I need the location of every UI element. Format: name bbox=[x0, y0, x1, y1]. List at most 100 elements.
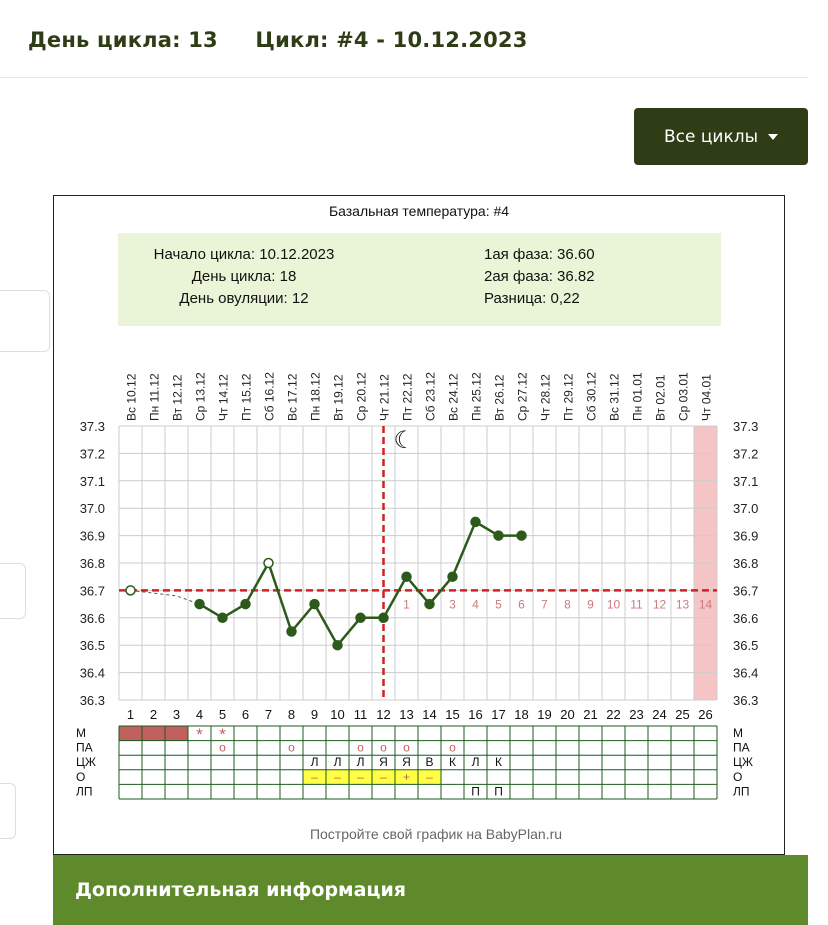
ytick-right: 36.6 bbox=[733, 611, 758, 626]
o-cell-highlight bbox=[372, 769, 395, 785]
symbol-cell: о bbox=[449, 741, 456, 755]
symbol-cell: * bbox=[219, 725, 226, 744]
symbol-cell: Л bbox=[334, 755, 342, 769]
ytick-left: 36.5 bbox=[80, 638, 105, 653]
chart-footer: Постройте свой график на BabyPlan.ru bbox=[310, 826, 562, 842]
symbol-cell: К bbox=[449, 755, 456, 769]
day-number: 9 bbox=[311, 707, 318, 722]
date-label: Сб 30.12 bbox=[585, 372, 599, 421]
day-number: 14 bbox=[422, 707, 436, 722]
date-label: Ср 03.01 bbox=[677, 372, 691, 421]
symbol-cell: о bbox=[380, 741, 387, 755]
luteal-day-label: 10 bbox=[607, 597, 621, 611]
summary-right-0: 1ая фаза: 36.60 bbox=[484, 246, 595, 263]
date-label: Пн 18.12 bbox=[309, 372, 323, 421]
symbol-cell: Л bbox=[311, 755, 319, 769]
temperature-point bbox=[309, 598, 320, 610]
date-label: Вс 10.12 bbox=[125, 373, 139, 421]
o-cell-highlight bbox=[326, 769, 349, 785]
ytick-left: 36.6 bbox=[80, 611, 105, 626]
day-number: 7 bbox=[265, 707, 272, 722]
luteal-day-label: 11 bbox=[630, 597, 643, 611]
date-label: Чт 28.12 bbox=[539, 374, 553, 421]
row-label-right: О bbox=[733, 770, 742, 784]
luteal-day-label: 3 bbox=[449, 597, 456, 611]
date-label: Вт 26.12 bbox=[493, 374, 507, 421]
symbol-cell: – bbox=[426, 770, 433, 784]
day-number: 8 bbox=[288, 707, 295, 722]
row-label-left: М bbox=[76, 726, 86, 740]
symbol-cell: – bbox=[357, 770, 364, 784]
date-label: Вт 02.01 bbox=[654, 374, 668, 421]
date-label: Ср 13.12 bbox=[194, 372, 208, 421]
ytick-right: 37.0 bbox=[733, 501, 758, 516]
luteal-day-label: 12 bbox=[653, 597, 667, 611]
day-number: 22 bbox=[606, 707, 620, 722]
luteal-day-label: 8 bbox=[564, 597, 571, 611]
date-label: Чт 14.12 bbox=[217, 374, 231, 421]
ytick-right: 37.2 bbox=[733, 446, 758, 461]
side-field-1[interactable] bbox=[0, 290, 50, 352]
ytick-left: 36.4 bbox=[80, 666, 105, 681]
symbol-cell: – bbox=[334, 770, 341, 784]
day-number: 6 bbox=[242, 707, 249, 722]
day-number: 25 bbox=[675, 707, 689, 722]
date-label: Вс 31.12 bbox=[608, 373, 622, 421]
luteal-day-label: 13 bbox=[676, 597, 690, 611]
all-cycles-label: Все циклы bbox=[663, 126, 759, 147]
luteal-day-label: 6 bbox=[518, 597, 525, 611]
luteal-day-label: 14 bbox=[699, 597, 713, 611]
ytick-right: 37.1 bbox=[733, 474, 758, 489]
bbt-chart: Базальная температура: #4 Начало цикла: 1… bbox=[53, 195, 785, 855]
side-field-3[interactable] bbox=[0, 783, 16, 839]
ytick-right: 36.8 bbox=[733, 556, 758, 571]
temperature-point bbox=[401, 571, 412, 582]
chart-title: Базальная температура: #4 bbox=[329, 203, 509, 219]
date-label: Вт 19.12 bbox=[332, 374, 346, 421]
menstruation-cell bbox=[142, 726, 165, 741]
symbol-cell: о bbox=[357, 741, 364, 755]
header-divider bbox=[0, 77, 808, 78]
date-label: Чт 04.01 bbox=[700, 374, 714, 421]
summary-right-1: 2ая фаза: 36.82 bbox=[484, 268, 595, 285]
symbol-cell: – bbox=[311, 770, 318, 784]
ytick-left: 36.7 bbox=[80, 583, 105, 598]
row-label-left: О bbox=[76, 770, 85, 784]
ytick-left: 37.0 bbox=[80, 501, 105, 516]
crescent-moon-icon: ☾ bbox=[394, 426, 416, 454]
temperature-point bbox=[263, 557, 274, 569]
ytick-left: 37.2 bbox=[80, 446, 105, 461]
symbol-cell: * bbox=[196, 725, 203, 744]
ytick-right: 36.4 bbox=[733, 666, 758, 681]
all-cycles-button[interactable]: Все циклы bbox=[634, 108, 808, 165]
cycle-day-label: День цикла: 13 bbox=[28, 28, 218, 52]
menstruation-cell bbox=[165, 726, 188, 741]
date-label: Пт 22.12 bbox=[401, 373, 415, 421]
date-label: Сб 23.12 bbox=[424, 372, 438, 421]
date-label: Пн 01.01 bbox=[631, 372, 645, 421]
day-number: 16 bbox=[468, 707, 482, 722]
ytick-right: 36.9 bbox=[733, 529, 758, 544]
summary-left-1: День цикла: 18 bbox=[192, 268, 297, 285]
additional-info-bar[interactable]: Дополнительная информация bbox=[53, 855, 808, 925]
date-label: Пт 15.12 bbox=[240, 373, 254, 421]
date-label: Пн 11.12 bbox=[148, 373, 162, 421]
day-number: 18 bbox=[514, 707, 528, 722]
ytick-left: 37.3 bbox=[80, 419, 105, 434]
row-label-right: М bbox=[733, 726, 743, 740]
symbol-cell: Л bbox=[357, 755, 365, 769]
row-label-right: ЛП bbox=[733, 784, 750, 798]
temperature-point bbox=[194, 598, 205, 610]
cycle-title: Цикл: #4 - 10.12.2023 bbox=[255, 28, 528, 52]
date-label: Пт 29.12 bbox=[562, 373, 576, 421]
day-number: 10 bbox=[330, 707, 344, 722]
side-field-2[interactable] bbox=[0, 563, 26, 619]
symbol-cell: о bbox=[219, 741, 226, 755]
symbol-cell: Л bbox=[472, 755, 480, 769]
temperature-point bbox=[493, 530, 504, 541]
temperature-point bbox=[424, 598, 435, 610]
date-label: Вт 12.12 bbox=[171, 374, 185, 421]
ytick-right: 37.3 bbox=[733, 419, 758, 434]
symbol-cell: – bbox=[380, 770, 387, 784]
bbt-chart-svg: Базальная температура: #4 Начало цикла: 1… bbox=[76, 203, 758, 842]
